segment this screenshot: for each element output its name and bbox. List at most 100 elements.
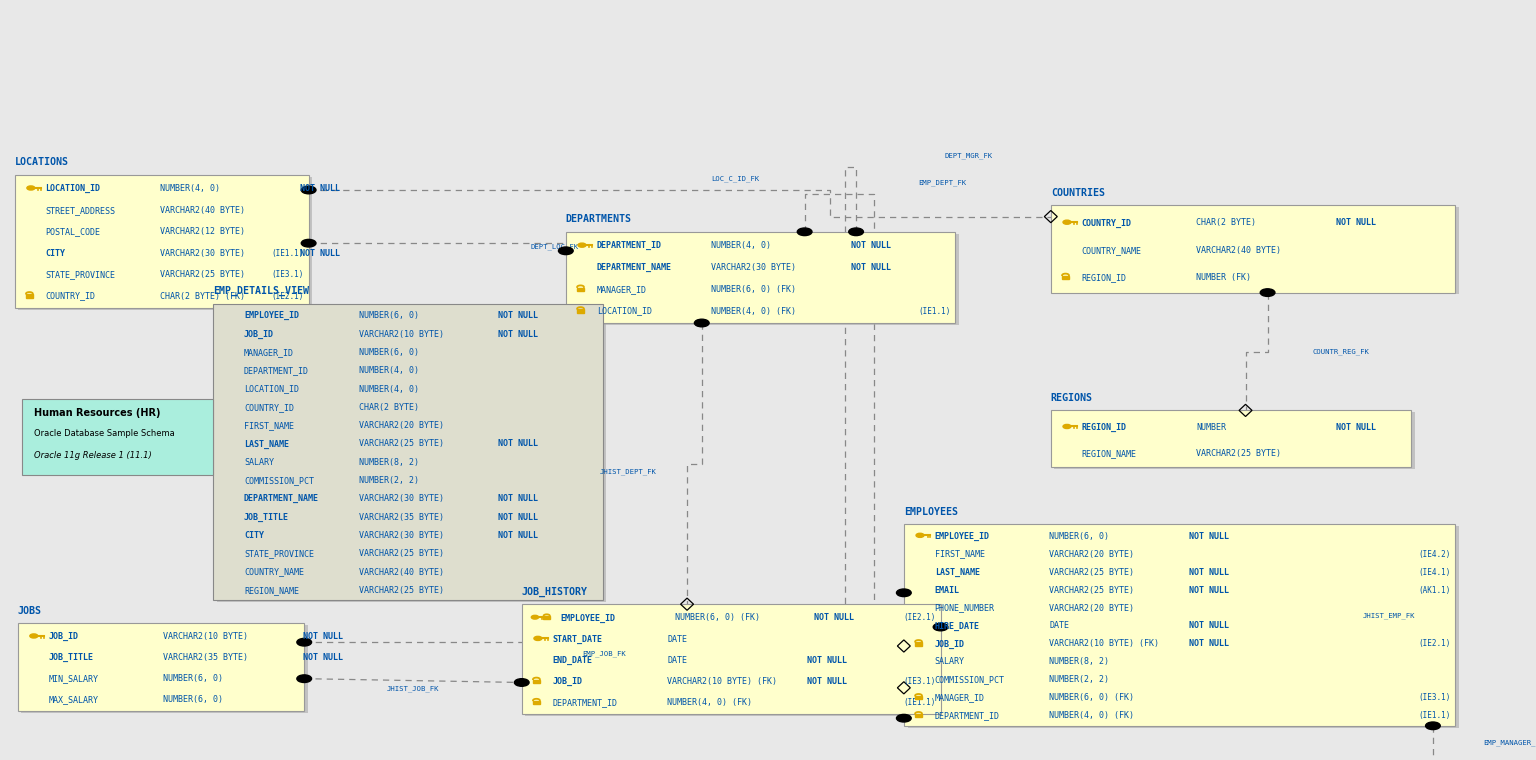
Bar bbox=[533, 701, 541, 705]
Text: JOB_TITLE: JOB_TITLE bbox=[244, 512, 289, 521]
Text: (IE2.1): (IE2.1) bbox=[903, 613, 935, 622]
Text: CITY: CITY bbox=[244, 531, 264, 540]
Text: EMPLOYEE_ID: EMPLOYEE_ID bbox=[561, 613, 614, 622]
FancyBboxPatch shape bbox=[522, 604, 940, 714]
FancyBboxPatch shape bbox=[1055, 412, 1415, 470]
Text: VARCHAR2(25 BYTE): VARCHAR2(25 BYTE) bbox=[358, 586, 444, 595]
Text: NUMBER(4, 0): NUMBER(4, 0) bbox=[358, 366, 419, 375]
Text: JHIST_JOB_FK: JHIST_JOB_FK bbox=[387, 686, 439, 692]
Text: VARCHAR2(25 BYTE): VARCHAR2(25 BYTE) bbox=[358, 439, 444, 448]
Text: NOT NULL: NOT NULL bbox=[806, 656, 846, 665]
Text: DEPARTMENT_ID: DEPARTMENT_ID bbox=[553, 698, 617, 708]
Text: FIRST_NAME: FIRST_NAME bbox=[244, 421, 293, 430]
Text: HIRE_DATE: HIRE_DATE bbox=[935, 622, 980, 631]
Text: FIRST_NAME: FIRST_NAME bbox=[935, 549, 985, 559]
Text: JHIST_EMP_FK: JHIST_EMP_FK bbox=[1362, 613, 1415, 619]
Text: NUMBER(6, 0): NUMBER(6, 0) bbox=[358, 312, 419, 321]
Bar bbox=[578, 309, 584, 312]
FancyBboxPatch shape bbox=[15, 175, 309, 308]
FancyBboxPatch shape bbox=[570, 234, 958, 325]
Text: VARCHAR2(30 BYTE): VARCHAR2(30 BYTE) bbox=[358, 494, 444, 503]
FancyBboxPatch shape bbox=[565, 232, 955, 323]
Text: NOT NULL: NOT NULL bbox=[851, 263, 891, 272]
Text: NOT NULL: NOT NULL bbox=[498, 330, 538, 339]
Text: COMMISSION_PCT: COMMISSION_PCT bbox=[935, 676, 1005, 685]
Text: EMP_JOB_FK: EMP_JOB_FK bbox=[582, 651, 625, 657]
Text: COMMISSION_PCT: COMMISSION_PCT bbox=[244, 476, 313, 485]
Text: JOBS: JOBS bbox=[17, 606, 41, 616]
FancyBboxPatch shape bbox=[17, 623, 304, 711]
Text: VARCHAR2(10 BYTE): VARCHAR2(10 BYTE) bbox=[163, 632, 249, 641]
Text: (AK1.1): (AK1.1) bbox=[1418, 585, 1450, 594]
Text: MIN_SALARY: MIN_SALARY bbox=[49, 674, 98, 682]
Circle shape bbox=[1260, 289, 1275, 296]
Text: NOT NULL: NOT NULL bbox=[1336, 218, 1376, 227]
Text: DEPARTMENT_ID: DEPARTMENT_ID bbox=[596, 242, 662, 251]
Bar bbox=[26, 294, 34, 298]
Text: LOCATION_ID: LOCATION_ID bbox=[46, 184, 100, 193]
Text: NOT NULL: NOT NULL bbox=[300, 249, 339, 258]
Text: JOB_ID: JOB_ID bbox=[49, 632, 78, 641]
Circle shape bbox=[915, 534, 925, 537]
Text: VARCHAR2(10 BYTE): VARCHAR2(10 BYTE) bbox=[358, 330, 444, 339]
Text: (IE3.1): (IE3.1) bbox=[272, 270, 304, 279]
FancyBboxPatch shape bbox=[908, 526, 1459, 728]
Text: NUMBER(4, 0): NUMBER(4, 0) bbox=[358, 385, 419, 394]
Circle shape bbox=[531, 616, 539, 619]
Bar bbox=[1061, 276, 1069, 279]
Text: LOCATIONS: LOCATIONS bbox=[15, 157, 69, 167]
Circle shape bbox=[301, 186, 316, 194]
Text: Human Resources (HR): Human Resources (HR) bbox=[34, 408, 160, 418]
Text: STREET_ADDRESS: STREET_ADDRESS bbox=[46, 206, 115, 214]
Circle shape bbox=[1425, 722, 1441, 730]
Text: VARCHAR2(30 BYTE): VARCHAR2(30 BYTE) bbox=[711, 263, 796, 272]
Text: JOB_HISTORY: JOB_HISTORY bbox=[522, 587, 588, 597]
Text: VARCHAR2(30 BYTE): VARCHAR2(30 BYTE) bbox=[160, 249, 246, 258]
Text: NOT NULL: NOT NULL bbox=[1189, 531, 1229, 540]
FancyBboxPatch shape bbox=[22, 625, 307, 713]
Text: LOC_C_ID_FK: LOC_C_ID_FK bbox=[711, 176, 759, 182]
Circle shape bbox=[28, 186, 35, 190]
Circle shape bbox=[1063, 424, 1071, 429]
Circle shape bbox=[694, 319, 710, 327]
Text: VARCHAR2(35 BYTE): VARCHAR2(35 BYTE) bbox=[163, 653, 249, 662]
Text: (IE4.1): (IE4.1) bbox=[1418, 568, 1450, 577]
Text: REGION_ID: REGION_ID bbox=[1081, 273, 1127, 282]
Circle shape bbox=[559, 247, 573, 255]
Text: LAST_NAME: LAST_NAME bbox=[935, 568, 980, 577]
Bar bbox=[578, 288, 584, 291]
Text: NOT NULL: NOT NULL bbox=[1189, 622, 1229, 631]
Text: DEPARTMENT_ID: DEPARTMENT_ID bbox=[935, 711, 1000, 720]
Circle shape bbox=[301, 239, 316, 247]
Text: VARCHAR2(30 BYTE): VARCHAR2(30 BYTE) bbox=[358, 531, 444, 540]
Text: VARCHAR2(40 BYTE): VARCHAR2(40 BYTE) bbox=[160, 206, 246, 214]
Text: VARCHAR2(25 BYTE): VARCHAR2(25 BYTE) bbox=[1197, 448, 1281, 458]
FancyBboxPatch shape bbox=[903, 524, 1455, 726]
Text: NOT NULL: NOT NULL bbox=[1336, 423, 1376, 432]
Bar bbox=[533, 680, 541, 683]
Circle shape bbox=[515, 679, 528, 686]
Text: REGION_NAME: REGION_NAME bbox=[244, 586, 300, 595]
Text: COUNTRY_ID: COUNTRY_ID bbox=[1081, 218, 1132, 227]
Text: VARCHAR2(40 BYTE): VARCHAR2(40 BYTE) bbox=[358, 568, 444, 577]
Text: VARCHAR2(20 BYTE): VARCHAR2(20 BYTE) bbox=[358, 421, 444, 430]
Bar bbox=[915, 696, 922, 699]
Text: NOT NULL: NOT NULL bbox=[498, 531, 538, 540]
Text: MANAGER_ID: MANAGER_ID bbox=[935, 693, 985, 702]
FancyBboxPatch shape bbox=[525, 606, 945, 716]
Text: VARCHAR2(25 BYTE): VARCHAR2(25 BYTE) bbox=[1049, 568, 1135, 577]
Text: EMP_MANAGER_FK: EMP_MANAGER_FK bbox=[1484, 739, 1536, 746]
Circle shape bbox=[296, 638, 312, 646]
Text: JOB_ID: JOB_ID bbox=[935, 639, 965, 648]
Text: VARCHAR2(20 BYTE): VARCHAR2(20 BYTE) bbox=[1049, 603, 1135, 613]
Text: POSTAL_CODE: POSTAL_CODE bbox=[46, 227, 100, 236]
Text: NOT NULL: NOT NULL bbox=[1189, 585, 1229, 594]
Text: EMPLOYEE_ID: EMPLOYEE_ID bbox=[244, 312, 300, 321]
FancyBboxPatch shape bbox=[217, 306, 607, 602]
Circle shape bbox=[797, 228, 813, 236]
Text: NOT NULL: NOT NULL bbox=[498, 312, 538, 321]
Text: NUMBER(2, 2): NUMBER(2, 2) bbox=[358, 476, 419, 485]
Text: NUMBER (FK): NUMBER (FK) bbox=[1197, 273, 1252, 282]
Text: DEPARTMENT_NAME: DEPARTMENT_NAME bbox=[244, 494, 319, 503]
Text: DATE: DATE bbox=[1049, 622, 1069, 631]
